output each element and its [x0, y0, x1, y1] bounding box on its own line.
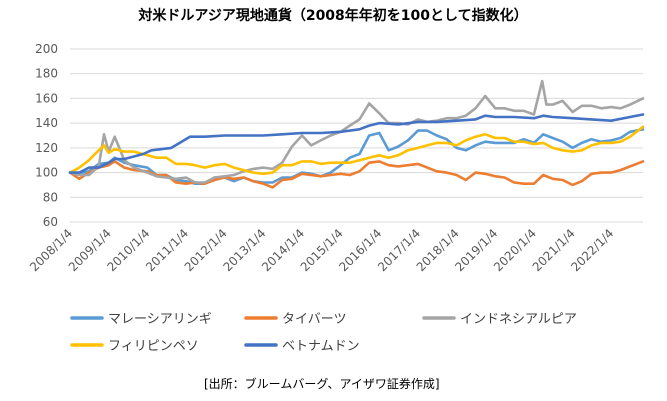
y-axis-ticks: 60 80 100 120 140 160 180 200	[35, 42, 58, 229]
y-tick-label-80: 80	[43, 190, 58, 204]
series-line-4	[68, 113, 645, 174]
series-line-1	[68, 160, 645, 189]
legend-label-4: ベトナムドン	[282, 339, 360, 354]
y-tick-label-100: 100	[35, 166, 58, 180]
x-tick-label-14: 2022/1/4	[568, 226, 616, 274]
legend-label-2: インドネシアルピア	[460, 312, 577, 327]
y-tick-label-120: 120	[35, 141, 58, 155]
series-lines	[68, 79, 645, 189]
y-tick-label-60: 60	[43, 215, 58, 229]
legend-label-3: フィリピンペソ	[108, 339, 199, 354]
legend-label-0: マレーシアリンギ	[108, 312, 212, 327]
y-tick-label-200: 200	[35, 42, 58, 56]
chart-title: 対米ドルアジア現地通貨（2008年年初を100として指数化）	[137, 7, 527, 24]
x-axis-ticks: 2008/1/42009/1/42010/1/42011/1/42012/1/4…	[27, 226, 616, 274]
grid-lines	[70, 48, 643, 223]
series-line-3	[68, 125, 645, 176]
legend-label-1: タイバーツ	[282, 312, 346, 327]
source-note: [出所：ブルームバーグ、アイザワ証券作成]	[204, 376, 440, 391]
series-line-2	[68, 79, 645, 184]
y-tick-label-180: 180	[35, 67, 58, 81]
y-tick-label-160: 160	[35, 91, 58, 105]
y-tick-label-140: 140	[35, 116, 58, 130]
